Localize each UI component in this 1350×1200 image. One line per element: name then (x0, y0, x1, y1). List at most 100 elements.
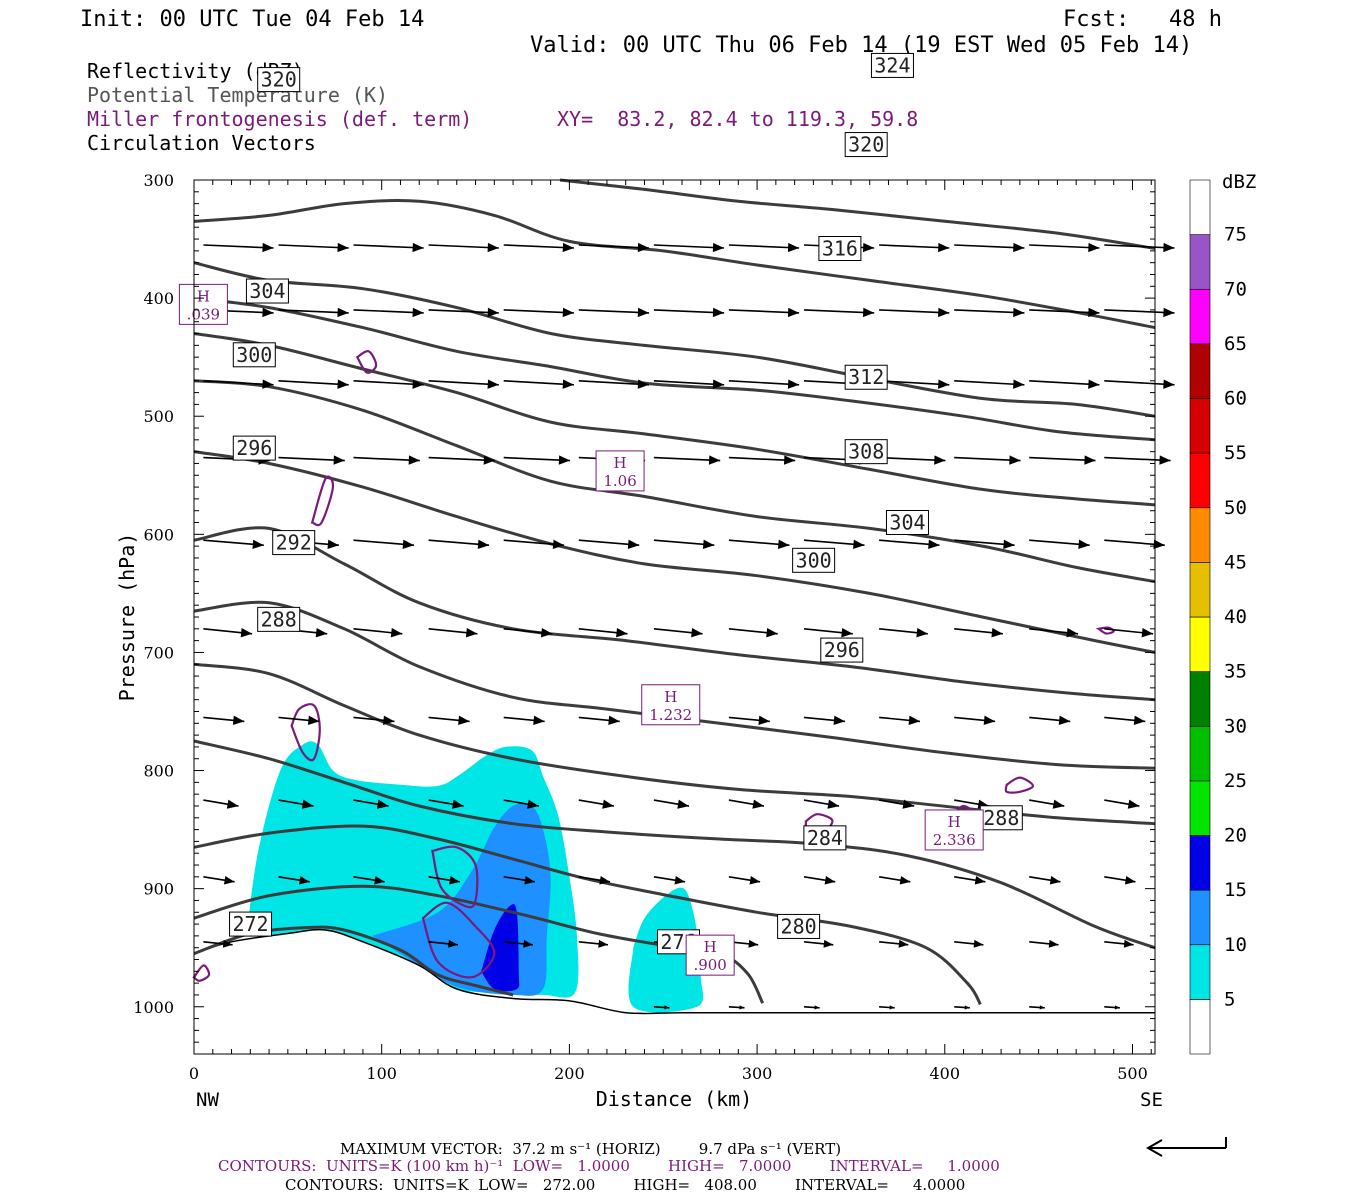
circulation-vector-head (637, 242, 649, 253)
circulation-vector-head (465, 628, 478, 638)
circulation-vector-head (487, 307, 499, 318)
circulation-vector (278, 244, 349, 249)
reference-vector-head (1145, 1139, 1163, 1157)
circulation-vector-head (674, 876, 686, 885)
circulation-vector-head (833, 715, 845, 725)
circulation-vector-head (1003, 539, 1015, 549)
fronto-max-marker: H (197, 287, 210, 305)
circulation-vector-head (787, 379, 800, 389)
circulation-vector-head (449, 876, 460, 885)
fronto-max-box (685, 934, 735, 976)
circulation-vector-head (402, 539, 414, 549)
colorbar-label: 75 (1224, 224, 1247, 246)
y-tick-label: 800 (143, 762, 174, 781)
circulation-vector (578, 380, 650, 386)
circulation-vector-head (862, 307, 875, 318)
circulation-vector-head (898, 939, 909, 948)
circulation-vector-head (1052, 799, 1065, 809)
circulation-vector-head (827, 799, 840, 809)
theta-label-box (792, 547, 836, 573)
circulation-vector-head (327, 539, 339, 549)
reflectivity-area-15dbz (481, 904, 520, 992)
circulation-vector (578, 244, 650, 249)
colorbar: 5 10 15 20 25 30 35 40 45 50 55 60 65 70 75 (1189, 179, 1247, 1055)
circulation-vector-head (315, 628, 328, 638)
circulation-vector (1029, 456, 1096, 462)
circulation-vector-head (333, 455, 345, 465)
field-theta: Potential Temperature (K) (87, 83, 388, 107)
colorbar-label: 15 (1224, 879, 1247, 901)
colorbar-label: 55 (1224, 442, 1247, 464)
circulation-vector-head (477, 539, 490, 549)
fronto-max-box (924, 809, 984, 851)
circulation-vector-head (1088, 307, 1100, 318)
theta-label-box (885, 510, 929, 536)
theta-label-box (245, 278, 289, 304)
fronto-max-box (595, 450, 645, 492)
circulation-vector-head (758, 715, 770, 725)
circulation-vector (203, 380, 274, 386)
circulation-vector (1104, 456, 1171, 462)
circulation-vector-head (823, 939, 834, 948)
colorbar-swatch (1189, 780, 1211, 836)
fronto-contour (1004, 776, 1035, 794)
colorbar-swatch (1189, 835, 1211, 891)
x-tick-label: 300 (742, 1064, 773, 1083)
colorbar-swatch (1189, 889, 1211, 946)
x-tick-label: 200 (554, 1064, 585, 1083)
circulation-vector-head (766, 628, 778, 638)
fronto-max-value: .039 (187, 305, 220, 323)
colorbar-unit: dBZ (1222, 171, 1256, 193)
circulation-vector-head (458, 715, 470, 725)
theta-contour-296 (193, 526, 1156, 702)
theta-label-box (844, 364, 888, 390)
colorbar-label: 25 (1224, 770, 1247, 792)
colorbar-swatch (1189, 725, 1211, 782)
theta-contour-324 (559, 178, 1156, 250)
theta-contour-284 (193, 739, 1156, 950)
reference-vector-arrow (1145, 1137, 1227, 1157)
y-tick-label: 600 (143, 525, 174, 544)
colorbar-swatch (1189, 398, 1211, 454)
circulation-vector-head (1049, 876, 1061, 885)
y-tick-label: 500 (143, 407, 174, 426)
circulation-vector (503, 309, 574, 314)
circulation-vector-head (483, 455, 495, 465)
x-tick-label: 500 (1117, 1064, 1148, 1083)
circulation-vector-head (664, 1005, 670, 1010)
circulation-vector-head (1141, 628, 1154, 638)
fronto-max-value: 1.232 (649, 706, 692, 724)
circulation-vector-head (412, 379, 424, 389)
circulation-vector-head (602, 799, 614, 809)
x-tick-label: 0 (189, 1064, 199, 1083)
circulation-vector-head (1123, 939, 1134, 948)
theta-label-box (232, 342, 276, 368)
circulation-vector (653, 309, 725, 314)
theta-label-304: 304 (889, 511, 925, 535)
circulation-vector (278, 380, 349, 386)
colorbar-swatch (1189, 944, 1211, 1000)
circulation-vector-head (452, 799, 464, 809)
circulation-vector-head (487, 379, 499, 389)
circulation-vector-head (973, 939, 984, 948)
fronto-contour (310, 475, 335, 527)
circulation-vector-head (408, 455, 420, 465)
theta-label-box (818, 236, 862, 262)
colorbar-label: 35 (1224, 661, 1247, 683)
circulation-vector-head (928, 539, 940, 549)
circulation-vector-head (938, 307, 950, 318)
circulation-vector (1104, 244, 1175, 249)
terrain-layer (193, 928, 1155, 1015)
circulation-vector-head (691, 628, 703, 638)
circulation-vector (653, 244, 725, 249)
circulation-vector-head (964, 1005, 970, 1010)
circulation-vector-head (637, 307, 649, 318)
circulation-vector (578, 309, 650, 314)
circulation-vector (353, 380, 424, 386)
field-frontogenesis: Miller frontogenesis (def. term) (87, 107, 472, 131)
colorbar-label: 5 (1224, 988, 1235, 1010)
circulation-vector-head (527, 799, 539, 809)
fronto-max-box (641, 684, 701, 726)
theta-label-box (229, 911, 273, 937)
circulation-vector (203, 244, 274, 249)
